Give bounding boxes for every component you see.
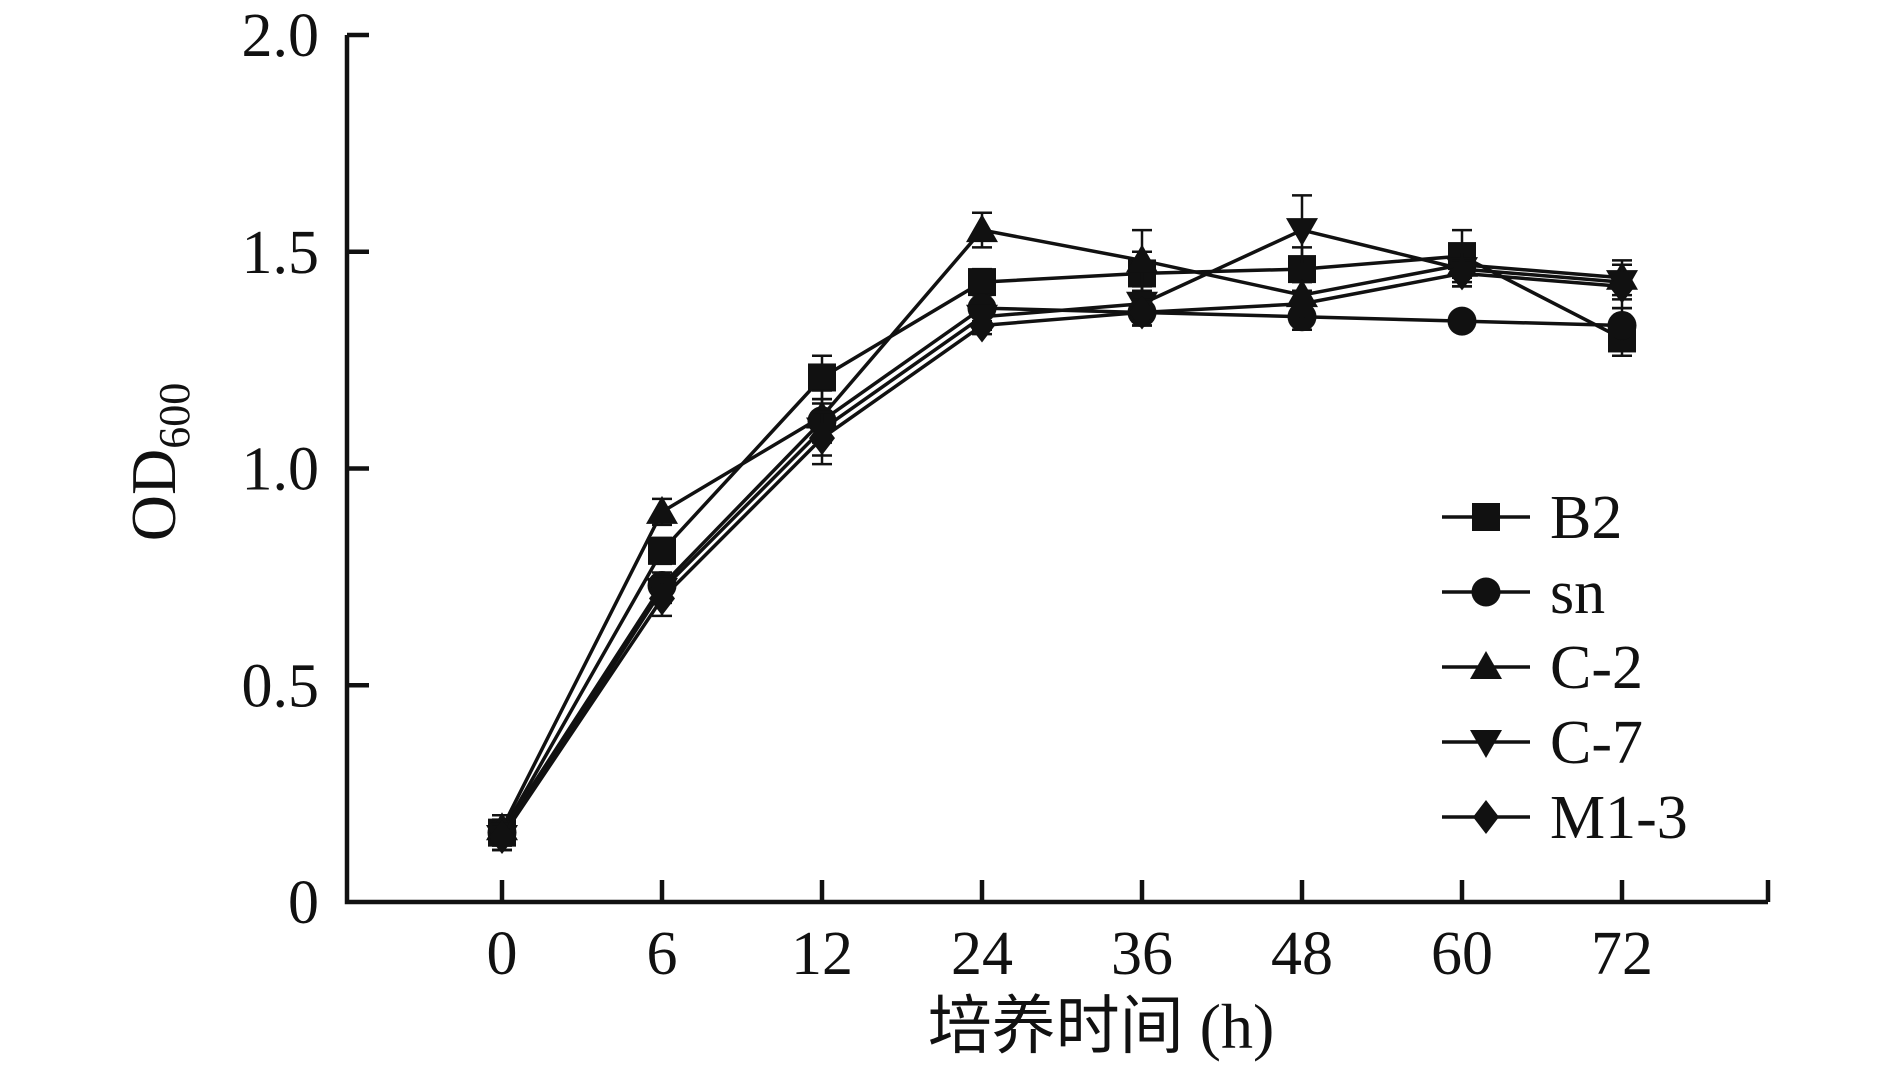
x-tick-label-12: 12	[791, 920, 853, 988]
y-tick-label-1.5: 1.5	[242, 219, 320, 287]
x-tick-label-48: 48	[1271, 920, 1333, 988]
marker-M1-3-72	[1609, 269, 1635, 304]
series-M1-3	[489, 256, 1635, 854]
legend-marker-sn	[1471, 577, 1501, 607]
legend-item-sn: sn	[1442, 559, 1605, 627]
marker-sn-60	[1447, 306, 1477, 336]
legend-label-C-2: C-2	[1550, 634, 1643, 702]
x-tick-label-60: 60	[1431, 920, 1493, 988]
series-sn	[487, 293, 1637, 848]
legend-label-M1-3: M1-3	[1550, 784, 1688, 852]
marker-M1-3-48	[1289, 286, 1315, 321]
y-tick-label-2.0: 2.0	[242, 2, 320, 70]
marker-B2-12	[808, 363, 836, 392]
marker-M1-3-36	[1129, 295, 1155, 330]
marker-M1-3-12	[809, 421, 835, 456]
series-line-M1-3	[500, 271, 1623, 838]
legend-label-C-7: C-7	[1550, 709, 1643, 777]
x-tick-label-24: 24	[951, 920, 1013, 988]
legend-marker-C-2	[1470, 651, 1502, 679]
legend-marker-C-7	[1470, 730, 1502, 758]
x-tick-label-36: 36	[1111, 920, 1173, 988]
x-tick-label-6: 6	[647, 920, 678, 988]
axis-spines	[344, 35, 1768, 905]
marker-sn-72	[1607, 310, 1637, 340]
marker-M1-3-24	[969, 308, 995, 343]
legend-item-C-2: C-2	[1442, 634, 1643, 702]
marker-M1-3-6	[649, 581, 675, 616]
marker-C-2-36	[1126, 244, 1158, 273]
marker-C-2-24	[966, 214, 998, 243]
marker-C-7-48	[1286, 218, 1318, 247]
series-line-sn	[500, 306, 1623, 834]
y-tick-label-0: 0	[288, 869, 319, 937]
legend-label-sn: sn	[1550, 559, 1605, 627]
y-axis-title: OD600	[118, 383, 199, 541]
legend-marker-B2	[1472, 503, 1500, 531]
x-tick-label-0: 0	[487, 920, 518, 988]
marker-B2-24	[968, 268, 996, 297]
series-line-C-2	[500, 228, 1623, 830]
marker-M1-3-0	[489, 819, 515, 854]
legend-item-C-7: C-7	[1442, 709, 1643, 777]
legend-marker-M1-3	[1473, 800, 1499, 834]
marker-C-2-6	[646, 495, 678, 524]
x-tick-label-72: 72	[1591, 920, 1653, 988]
marker-M1-3-60	[1449, 256, 1475, 291]
series-line-B2	[500, 254, 1623, 834]
legend-item-B2: B2	[1442, 484, 1622, 552]
series-line-C-7	[500, 228, 1623, 838]
y-tick-label-0.5: 0.5	[242, 652, 320, 720]
x-axis-title: 培养时间 (h)	[928, 991, 1275, 1062]
legend-label-B2: B2	[1550, 484, 1622, 552]
legend-item-M1-3: M1-3	[1442, 784, 1688, 852]
y-tick-label-1.0: 1.0	[242, 436, 320, 504]
marker-B2-6	[648, 536, 676, 565]
